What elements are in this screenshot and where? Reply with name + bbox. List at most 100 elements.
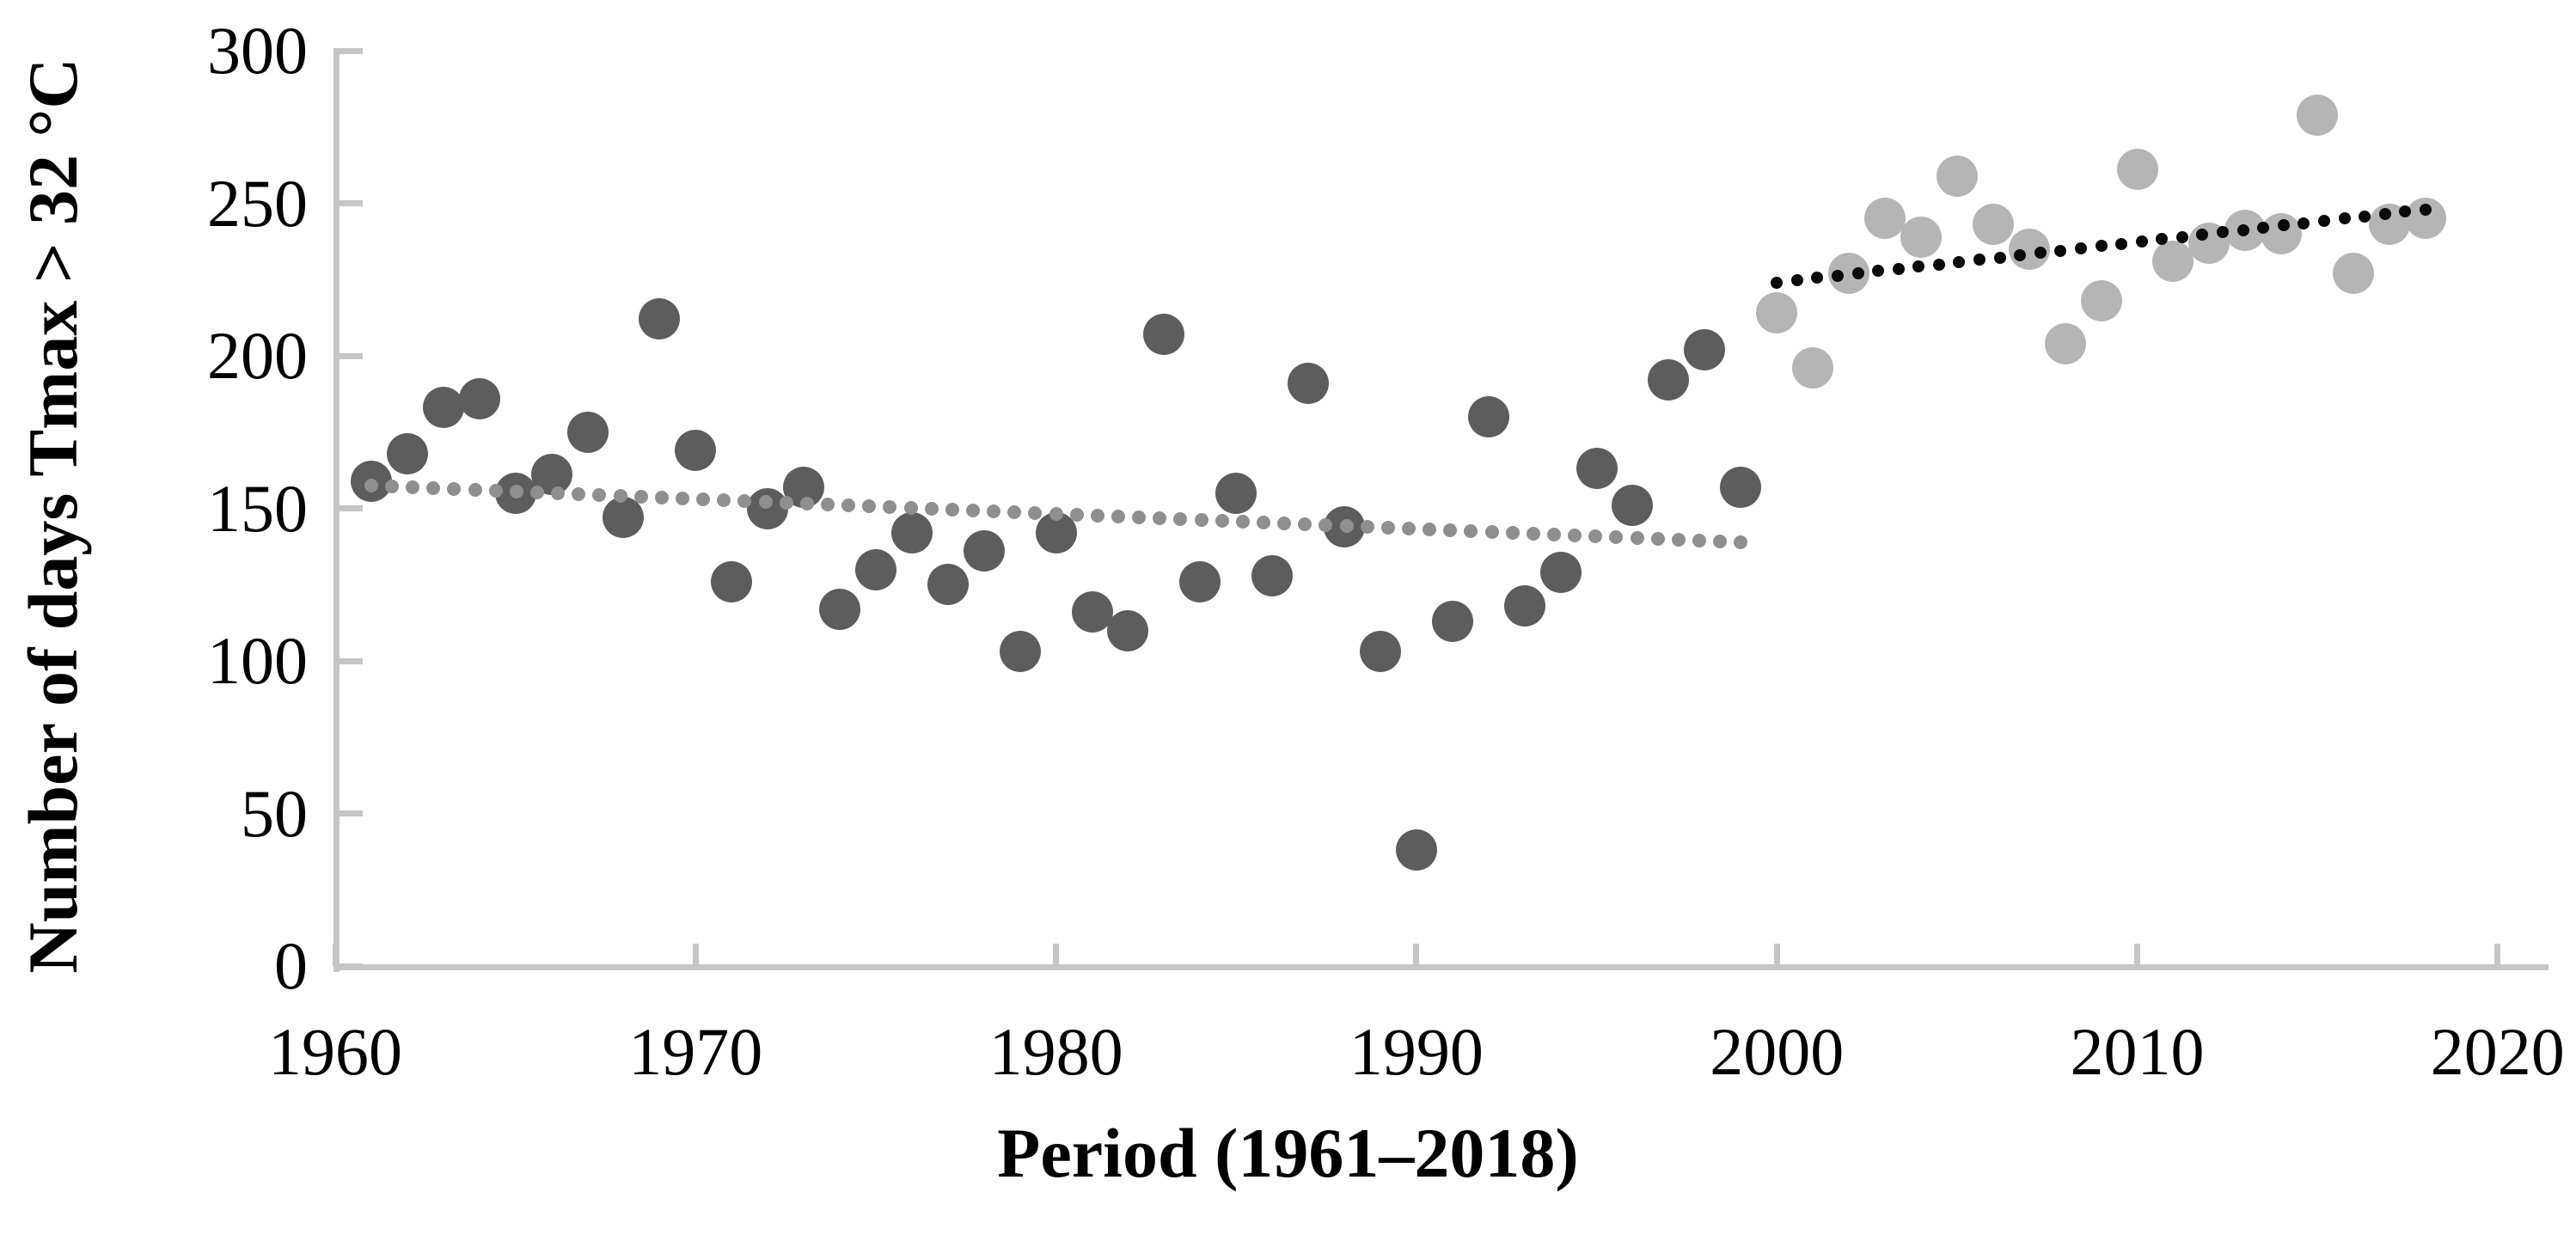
trend-1961-1999-dot xyxy=(1090,508,1104,523)
trend-2000-2018-dot xyxy=(1973,254,1986,266)
data-point-1978 xyxy=(963,530,1005,572)
trend-2000-2018-dot xyxy=(1872,265,1885,278)
trend-1961-1999-dot xyxy=(509,484,523,498)
trend-2000-2018-dot xyxy=(1892,262,1905,275)
trend-1961-1999-dot xyxy=(1319,517,1333,532)
data-point-1995 xyxy=(1576,448,1618,490)
trend-1961-1999-dot xyxy=(1546,527,1561,541)
trend-1961-1999-dot xyxy=(447,481,462,496)
x-axis-tick-label: 2020 xyxy=(2430,1014,2565,1089)
trend-1961-1999-dot xyxy=(1069,507,1084,522)
trend-1961-1999-dot xyxy=(1153,511,1167,525)
data-point-1993 xyxy=(1503,585,1545,627)
data-point-1992 xyxy=(1467,396,1509,437)
y-axis-line xyxy=(333,51,340,972)
trend-1961-1999-dot xyxy=(385,479,400,493)
data-point-1963 xyxy=(422,387,464,429)
data-point-2016 xyxy=(2333,253,2375,295)
trend-2000-2018-dot xyxy=(2074,241,2087,254)
data-point-1985 xyxy=(1215,472,1257,514)
data-point-1998 xyxy=(1684,328,1726,370)
trend-1961-1999-dot xyxy=(924,501,939,516)
data-point-2010 xyxy=(2116,149,2158,191)
trend-1961-1999-dot xyxy=(841,498,856,512)
trend-2000-2018-dot xyxy=(2257,221,2270,234)
trend-1961-1999-dot xyxy=(1360,519,1374,534)
trend-1961-1999-dot xyxy=(1049,506,1063,521)
y-axis-tick xyxy=(333,200,363,206)
trend-1961-1999-dot xyxy=(1484,524,1499,539)
y-axis-tick xyxy=(333,505,363,511)
trend-1961-1999-dot xyxy=(862,498,877,513)
data-point-1994 xyxy=(1539,552,1582,594)
trend-2000-2018-dot xyxy=(2338,212,2351,225)
trend-1961-1999-dot xyxy=(1526,526,1540,541)
data-point-2004 xyxy=(1900,216,1942,258)
trend-1961-1999-dot xyxy=(592,487,607,502)
data-point-1996 xyxy=(1612,484,1654,526)
trend-1961-1999-dot xyxy=(613,488,627,503)
y-axis-tick-label: 300 xyxy=(207,13,308,88)
data-point-1981 xyxy=(1071,591,1113,633)
trend-2000-2018-dot xyxy=(1790,274,1803,287)
data-point-1967 xyxy=(566,411,609,453)
data-point-1975 xyxy=(854,548,896,590)
y-axis-tick-label: 250 xyxy=(207,165,308,241)
trend-1961-1999-dot xyxy=(903,500,918,515)
trend-1961-1999-dot xyxy=(1402,521,1416,535)
y-axis-tick-label: 0 xyxy=(274,928,308,1003)
x-axis-tick xyxy=(2494,944,2501,966)
trend-1961-1999-dot xyxy=(1194,512,1208,527)
trend-1961-1999-dot xyxy=(696,492,711,506)
trend-2000-2018-dot xyxy=(2359,210,2371,223)
x-axis-tick-label: 2010 xyxy=(2070,1014,2205,1089)
trend-1961-1999-dot xyxy=(966,503,981,517)
data-point-1989 xyxy=(1359,631,1401,673)
trend-1961-1999-dot xyxy=(1630,530,1644,545)
trend-2000-2018-dot xyxy=(1912,260,1925,273)
trend-2000-2018-dot xyxy=(2115,237,2128,250)
trend-1961-1999-dot xyxy=(1215,513,1229,528)
trend-1961-1999-dot xyxy=(717,492,731,507)
x-axis-tick-label: 1990 xyxy=(1349,1014,1484,1089)
trend-1961-1999-dot xyxy=(1028,505,1043,520)
data-point-1977 xyxy=(927,564,969,606)
trend-1961-1999-dot xyxy=(654,490,669,504)
data-point-2008 xyxy=(2044,322,2086,364)
trend-2000-2018-dot xyxy=(2236,223,2249,236)
data-point-1983 xyxy=(1143,314,1185,356)
x-axis-tick xyxy=(1773,944,1780,966)
trend-1961-1999-dot xyxy=(468,482,482,497)
trend-1961-1999-dot xyxy=(779,495,793,510)
trend-2000-2018-dot xyxy=(2196,228,2209,241)
data-point-1997 xyxy=(1648,359,1690,401)
trend-1961-1999-dot xyxy=(883,499,897,514)
trend-1961-1999-dot xyxy=(1298,517,1312,531)
trend-1961-1999-dot xyxy=(488,483,503,498)
data-point-2001 xyxy=(1792,347,1834,389)
trend-1961-1999-dot xyxy=(1609,529,1624,544)
x-axis-tick-label: 1980 xyxy=(988,1014,1123,1089)
trend-2000-2018-dot xyxy=(1993,251,2006,264)
data-point-2005 xyxy=(1936,155,1978,197)
data-point-1969 xyxy=(639,298,681,340)
trend-1961-1999-dot xyxy=(1588,529,1603,543)
trend-1961-1999-dot xyxy=(737,493,752,508)
trend-1961-1999-dot xyxy=(1111,509,1126,523)
trend-2000-2018-dot xyxy=(2419,203,2432,216)
y-axis-tick xyxy=(333,963,363,969)
trend-1961-1999-dot xyxy=(1464,523,1478,538)
trend-2000-2018-dot xyxy=(1932,258,1945,271)
trend-1961-1999-dot xyxy=(426,480,441,495)
y-axis-tick xyxy=(333,47,363,54)
data-point-1962 xyxy=(386,432,428,474)
trend-2000-2018-dot xyxy=(1831,269,1844,282)
x-axis-tick-label: 2000 xyxy=(1710,1014,1845,1089)
data-point-1991 xyxy=(1431,600,1473,642)
data-point-1971 xyxy=(711,560,753,602)
data-point-2011 xyxy=(2152,240,2194,282)
trend-2000-2018-dot xyxy=(2054,244,2067,257)
x-axis-tick xyxy=(692,944,699,966)
data-point-1968 xyxy=(603,497,645,539)
